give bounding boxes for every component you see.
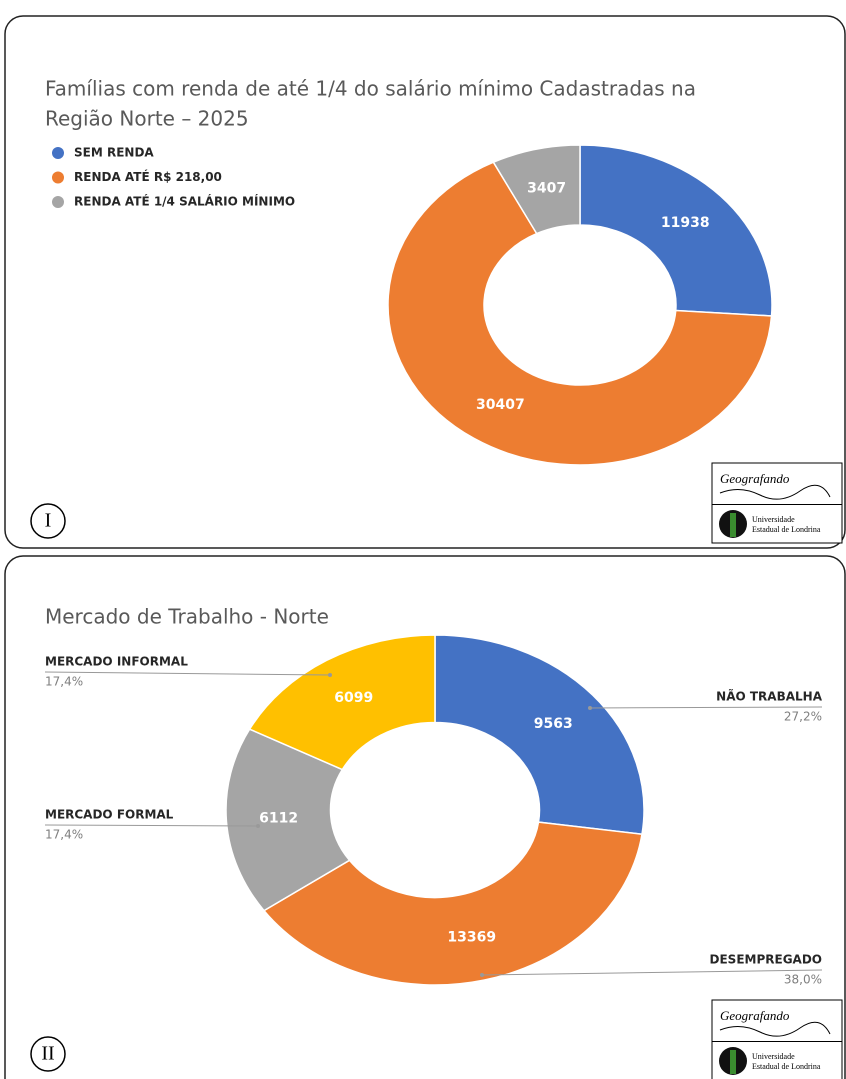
chart-title: Mercado de Trabalho - Norte: [45, 605, 329, 629]
leader-dot: [256, 824, 260, 828]
donut-slice: [248, 634, 436, 771]
donut-slice: [434, 634, 645, 836]
logo-emblem-stem: [730, 1050, 736, 1074]
logo-inst: Universidade: [752, 1052, 795, 1061]
chart-title: Famílias com renda de até 1/4 do salário…: [45, 77, 696, 101]
percent-label: 27,2%: [784, 710, 822, 724]
leader-dot: [328, 673, 332, 677]
leader-line: [44, 824, 259, 827]
leader-dot: [588, 706, 592, 710]
legend-swatch: [52, 171, 64, 184]
percent-label: 17,4%: [45, 675, 83, 689]
logo-emblem-stem: [730, 513, 736, 537]
legend-label: SEM RENDA: [74, 146, 154, 160]
panel-marker: [30, 1036, 66, 1072]
logo-bar: [712, 504, 842, 505]
legend-swatch: [52, 196, 64, 208]
category-label: MERCADO FORMAL: [45, 808, 174, 822]
logo-scribble: [719, 484, 831, 500]
legend-swatch: [52, 147, 64, 159]
category-label: DESEMPREGADO: [710, 953, 822, 967]
logo-scribble: [719, 1021, 831, 1037]
data-label: 3407: [527, 180, 566, 196]
logo-bar: [712, 1041, 842, 1042]
donut-slice: [387, 161, 773, 466]
data-label: 11938: [661, 215, 710, 231]
category-label: MERCADO INFORMAL: [45, 655, 188, 669]
leader-line: [44, 671, 331, 676]
percent-label: 38,0%: [784, 973, 822, 987]
chart-title: Região Norte – 2025: [45, 107, 249, 131]
percent-label: 17,4%: [45, 828, 83, 842]
panel-label: I: [45, 510, 52, 532]
data-label: 9563: [534, 716, 573, 732]
donut-slice: [262, 821, 643, 986]
donut-slice: [492, 144, 581, 235]
logo-inst: Universidade: [752, 515, 795, 524]
logo-inst: Estadual de Londrina: [752, 1062, 821, 1071]
logo-name: Geografando: [720, 1008, 790, 1023]
logo-inst: Estadual de Londrina: [752, 525, 821, 534]
panel-frame: [4, 555, 846, 1079]
panel-label: II: [41, 1043, 54, 1065]
legend-label: RENDA ATÉ R$ 218,00: [74, 169, 222, 184]
panel-marker: [30, 503, 66, 539]
category-label: NÃO TRABALHA: [716, 689, 823, 704]
legend-label: RENDA ATÉ 1/4 SALÁRIO MÍNIMO: [74, 194, 295, 209]
data-label: 13369: [447, 930, 496, 946]
donut-slice: [225, 728, 351, 912]
data-label: 30407: [476, 397, 525, 413]
donut-slice: [579, 144, 773, 317]
leader-line: [589, 706, 823, 709]
data-label: 6099: [334, 690, 373, 706]
leader-dot: [480, 973, 484, 977]
data-label: 6112: [259, 811, 298, 827]
leader-line: [481, 969, 823, 976]
logo-name: Geografando: [720, 471, 790, 486]
